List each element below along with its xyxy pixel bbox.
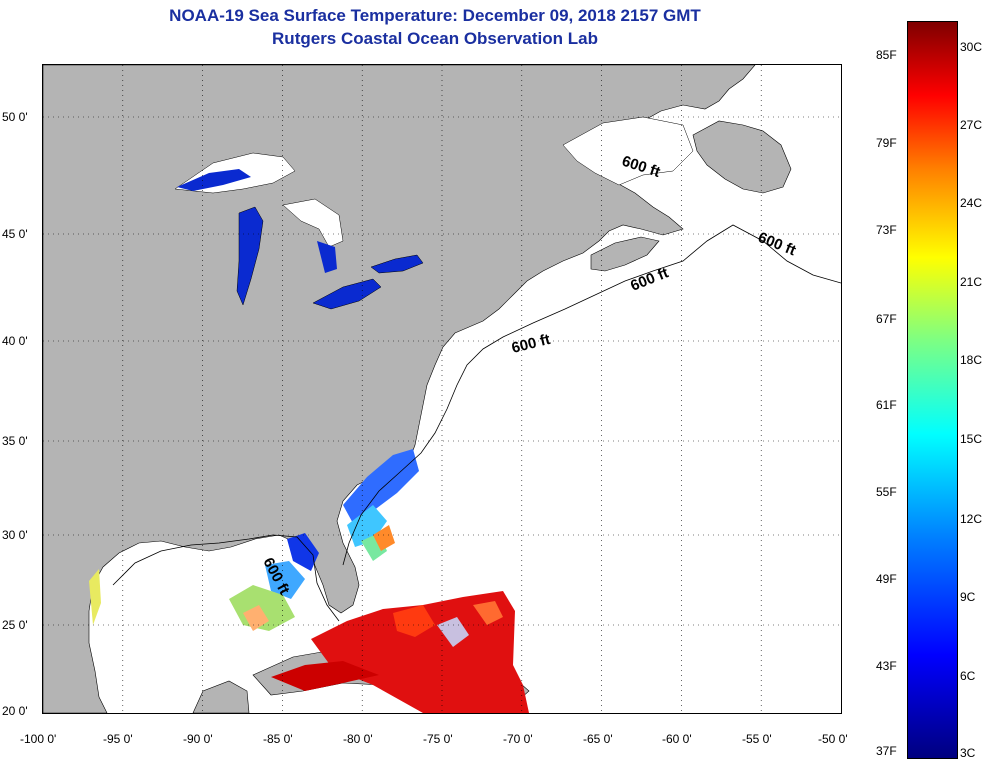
- colorbar-f-label: 55F: [876, 485, 897, 499]
- contour-label-mid-atlantic: 600 ft: [510, 331, 552, 357]
- contour-label-gulf-of-maine: 600 ft: [628, 264, 671, 294]
- map-canvas: 600 ft 600 ft 600 ft 600 ft 600 ft: [43, 65, 841, 713]
- colorbar-c-label: 18C: [960, 353, 983, 367]
- x-tick: -55 0': [742, 732, 772, 746]
- y-tick: 45 0': [2, 227, 28, 241]
- contour-label-grand-banks: 600 ft: [756, 229, 799, 259]
- colorbar-c-label: 21C: [960, 275, 983, 289]
- colorbar-f-label: 79F: [876, 136, 897, 150]
- x-tick: -85 0': [263, 732, 293, 746]
- x-tick: -50 0': [818, 732, 848, 746]
- colorbar-f-label: 43F: [876, 659, 897, 673]
- y-tick: 50 0': [2, 110, 28, 124]
- x-tick: -100 0': [20, 732, 57, 746]
- y-tick: 20 0': [2, 704, 28, 718]
- colorbar-f-label: 85F: [876, 48, 897, 62]
- y-tick: 30 0': [2, 528, 28, 542]
- land-newfoundland: [692, 120, 792, 194]
- x-tick: -95 0': [103, 732, 133, 746]
- y-tick: 35 0': [2, 434, 28, 448]
- land-yucatan: [192, 680, 250, 713]
- x-tick: -60 0': [662, 732, 692, 746]
- colorbar-c-label: 9C: [960, 590, 976, 604]
- temperature-colorbar: [907, 21, 958, 759]
- colorbar-f-label: 73F: [876, 223, 897, 237]
- x-tick: -65 0': [583, 732, 613, 746]
- colorbar-f-label: 61F: [876, 398, 897, 412]
- x-tick: -70 0': [503, 732, 533, 746]
- colorbar-f-label: 37F: [876, 744, 897, 758]
- map-title: NOAA-19 Sea Surface Temperature: Decembe…: [169, 6, 701, 25]
- x-tick: -75 0': [423, 732, 453, 746]
- land-nova-scotia: [590, 236, 660, 272]
- colorbar-c-label: 15C: [960, 432, 983, 446]
- great-lakes: [174, 152, 424, 310]
- y-tick: 25 0': [2, 618, 28, 632]
- colorbar-c-label: 12C: [960, 512, 983, 526]
- map-subtitle: Rutgers Coastal Ocean Observation Lab: [272, 29, 598, 48]
- colorbar-f-label: 49F: [876, 572, 897, 586]
- colorbar-c-label: 27C: [960, 118, 983, 132]
- x-tick: -80 0': [343, 732, 373, 746]
- x-tick: -90 0': [183, 732, 213, 746]
- y-tick: 40 0': [2, 334, 28, 348]
- isobath-600ft-gulf: [112, 534, 340, 622]
- colorbar-c-label: 30C: [960, 40, 983, 54]
- sst-map: 600 ft 600 ft 600 ft 600 ft 600 ft: [42, 64, 842, 714]
- colorbar-c-label: 6C: [960, 669, 976, 683]
- colorbar-c-label: 3C: [960, 746, 976, 760]
- colorbar-c-label: 24C: [960, 196, 983, 210]
- gulf-st-lawrence: [562, 116, 694, 186]
- colorbar-f-label: 67F: [876, 312, 897, 326]
- sst-data: [89, 449, 529, 713]
- graticule: [43, 65, 841, 713]
- isobath-600ft: [342, 224, 841, 566]
